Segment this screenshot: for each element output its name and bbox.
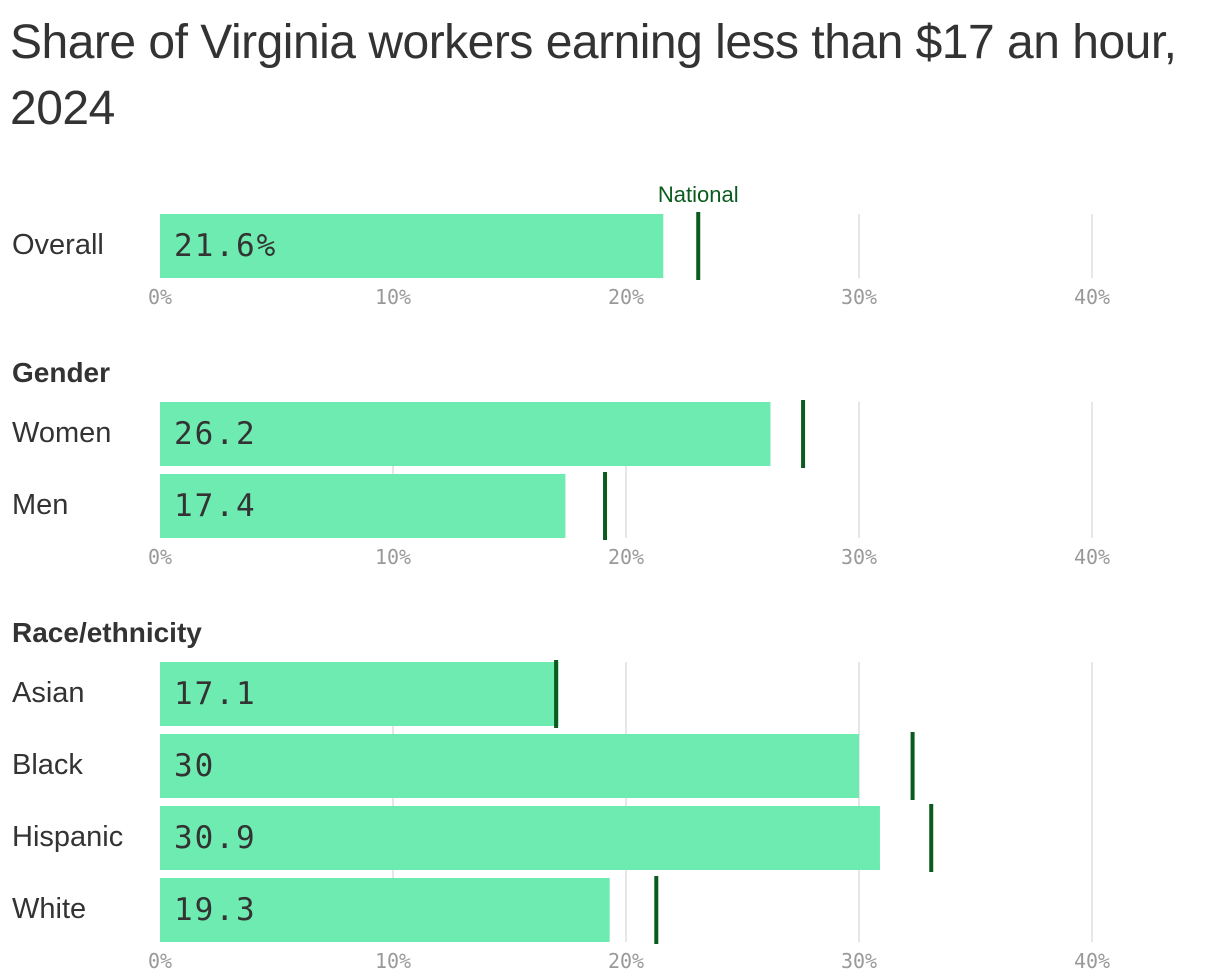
row-label: Women	[12, 417, 111, 449]
bar	[160, 474, 566, 538]
group-title: Gender	[12, 357, 110, 388]
national-label: National	[658, 182, 739, 207]
tick-label: 30%	[841, 949, 877, 973]
tick-label: 40%	[1074, 545, 1110, 569]
bar	[160, 806, 880, 870]
bar	[160, 662, 559, 726]
bar	[160, 402, 771, 466]
bar	[160, 214, 664, 278]
tick-label: 0%	[148, 949, 172, 973]
tick-label: 20%	[608, 545, 644, 569]
tick-label: 0%	[148, 285, 172, 309]
tick-label: 0%	[148, 545, 172, 569]
tick-label: 40%	[1074, 949, 1110, 973]
value-label: 26.2	[174, 416, 257, 452]
tick-label: 40%	[1074, 285, 1110, 309]
value-label: 21.6%	[174, 228, 277, 264]
row-label: Black	[12, 749, 83, 781]
value-label: 19.3	[174, 892, 257, 928]
row-label: Men	[12, 489, 68, 521]
tick-label: 30%	[841, 285, 877, 309]
tick-label: 20%	[608, 285, 644, 309]
value-label: 30.9	[174, 820, 257, 856]
value-label: 30	[174, 748, 215, 784]
bar	[160, 878, 610, 942]
tick-label: 10%	[375, 285, 411, 309]
row-label: Asian	[12, 677, 85, 709]
chart-title: Share of Virginia workers earning less t…	[10, 16, 1177, 135]
bar	[160, 734, 859, 798]
tick-label: 10%	[375, 545, 411, 569]
value-label: 17.4	[174, 488, 257, 524]
tick-label: 30%	[841, 545, 877, 569]
value-label: 17.1	[174, 676, 257, 712]
row-label: Hispanic	[12, 821, 123, 853]
row-label: White	[12, 893, 86, 925]
group-title: Race/ethnicity	[12, 617, 202, 648]
row-label: Overall	[12, 229, 104, 261]
tick-label: 10%	[375, 949, 411, 973]
tick-label: 20%	[608, 949, 644, 973]
